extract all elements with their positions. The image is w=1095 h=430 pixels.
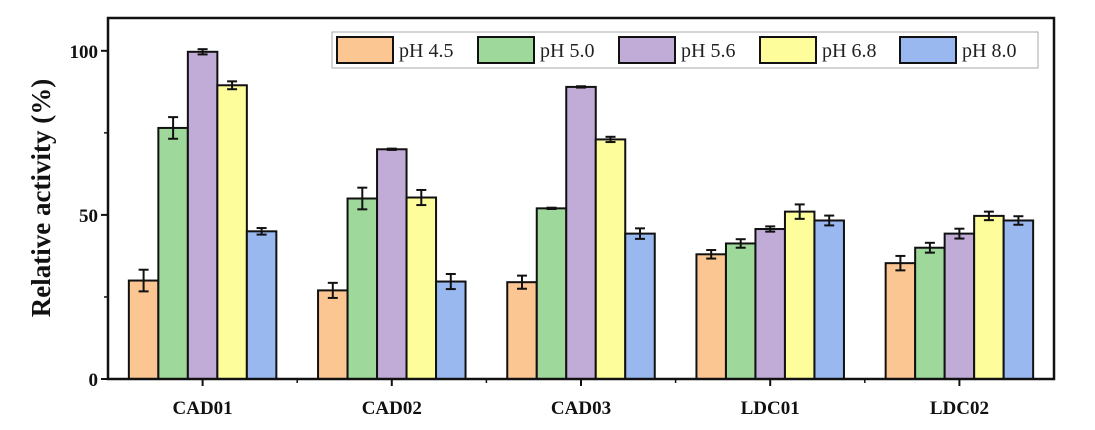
bar-LDC01-pH-6.8 [783,210,816,380]
x-tick-label: CAD01 [173,398,233,419]
bar-CAD02-pH-5.6 [376,148,408,380]
bar-LDC02-pH-5.0 [914,246,946,380]
legend-label: pH 5.0 [540,40,594,62]
bar-CAD01-pH-4.5 [127,279,160,380]
legend: pH 4.5 pH 5.0 pH 5.6 pH 6.8 pH 8.0 [331,31,1039,69]
bar-LDC02-pH-8.0 [1002,219,1035,380]
bar-CAD01-pH-6.8 [216,84,248,380]
bar-CAD02-pH-5.0 [346,197,379,380]
bar-LDC01-pH-5.6 [754,228,786,380]
bar-LDC01-pH-4.5 [695,253,727,380]
x-tick-label: LDC01 [741,398,800,419]
y-tick-label: 0 [89,370,99,391]
legend-swatch [759,36,817,64]
y-axis-label: Relative activity (%) [26,79,56,317]
bar-CAD03-pH-4.5 [506,281,538,381]
y-tick-label: 50 [79,206,98,227]
bar-CAD01-pH-8.0 [245,230,278,380]
legend-label: pH 6.8 [822,40,876,62]
bars-layer [127,48,1035,381]
legend-swatch [477,36,535,64]
bar-CAD03-pH-5.6 [565,85,597,380]
legend-label: pH 4.5 [399,40,453,62]
bar-CAD02-pH-6.8 [405,196,438,380]
x-tick-label: LDC02 [930,398,989,419]
bar-LDC01-pH-8.0 [813,219,845,380]
bar-CAD01-pH-5.0 [157,126,189,381]
legend-swatch [899,36,957,64]
bar-LDC02-pH-6.8 [973,214,1005,380]
bar-CAD01-pH-5.6 [186,50,219,380]
bar-LDC02-pH-4.5 [884,262,917,381]
bar-CAD03-pH-6.8 [594,138,627,380]
legend-label: pH 8.0 [962,40,1016,62]
bar-CAD02-pH-8.0 [435,280,467,380]
bar-CAD03-pH-5.0 [535,207,568,380]
bar-CAD03-pH-8.0 [624,232,656,380]
bar-LDC02-pH-5.6 [943,232,976,380]
bar-LDC01-pH-5.0 [724,242,757,380]
x-tick-label: CAD02 [362,398,422,419]
x-tick-label: CAD03 [551,398,611,419]
legend-swatch [618,36,676,64]
legend-label: pH 5.6 [681,40,735,62]
y-tick-label: 100 [70,42,99,63]
legend-swatch [336,36,394,64]
bar-CAD02-pH-4.5 [317,289,349,380]
axes-layer: CAD01 CAD02 CAD03 LDC01 LDC02 0 50 100 [70,42,989,419]
